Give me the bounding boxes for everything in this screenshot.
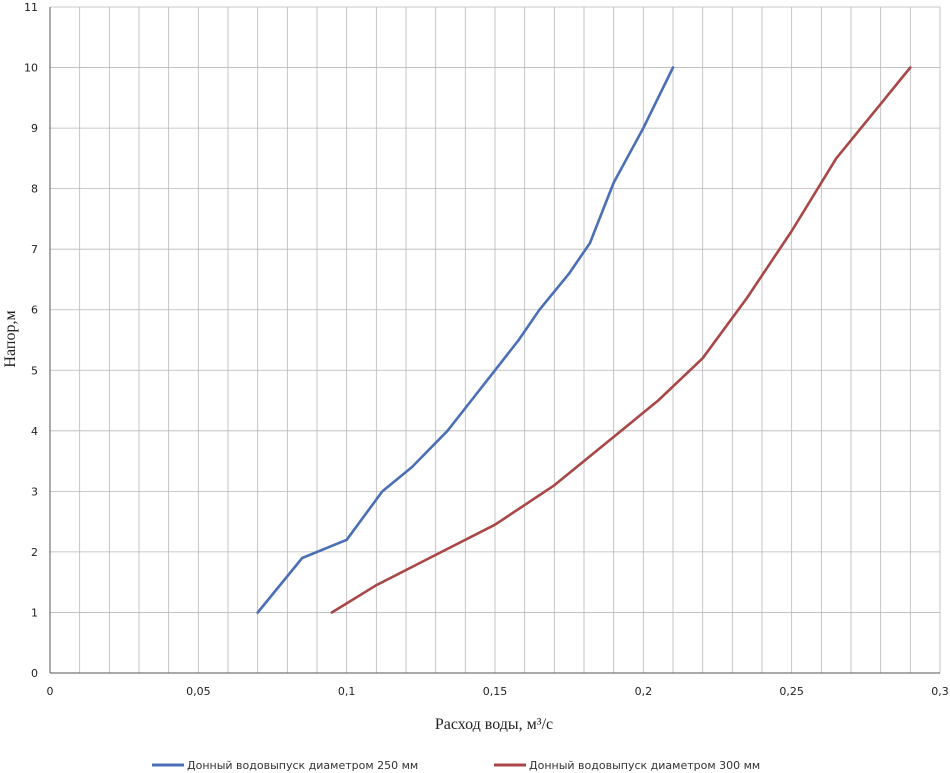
- legend-label-1: Донный водовыпуск диаметром 250 мм: [187, 759, 418, 772]
- y-tick-label: 1: [31, 606, 38, 619]
- y-tick-label: 9: [31, 122, 38, 135]
- series-lines: [256, 66, 912, 614]
- x-tick-label: 0,2: [635, 685, 653, 698]
- y-tick-label: 6: [31, 304, 38, 317]
- axes: [49, 7, 940, 674]
- legend-label-2: Донный водовыпуск диаметром 300 мм: [529, 759, 760, 772]
- x-tick-label: 0,25: [779, 685, 804, 698]
- y-tick-label: 10: [24, 62, 38, 75]
- x-axis-label: Расход воды, м³/с: [435, 716, 553, 733]
- y-tick-label: 4: [31, 425, 38, 438]
- y-tick-label: 8: [31, 183, 38, 196]
- y-tick-label: 7: [31, 243, 38, 256]
- x-tick-labels: 0 0,05 0,1 0,15 0,2 0,25 0,3: [47, 685, 949, 698]
- x-tick-label: 0,05: [186, 685, 211, 698]
- x-tick-label: 0,1: [338, 685, 356, 698]
- series-line-1: [256, 66, 675, 614]
- y-tick-label: 0: [31, 667, 38, 680]
- grid: [49, 6, 941, 674]
- y-tick-labels: 0 1 2 3 4 5 6 7 8 9 10 11: [24, 1, 38, 680]
- y-axis-label: Напор,м: [2, 310, 19, 367]
- y-tick-label: 3: [31, 485, 38, 498]
- x-tick-label: 0,3: [931, 685, 949, 698]
- y-tick-label: 11: [24, 1, 38, 14]
- x-tick-label: 0,15: [483, 685, 508, 698]
- x-tick-label: 0: [47, 685, 54, 698]
- y-tick-label: 5: [31, 364, 38, 377]
- y-tick-label: 2: [31, 546, 38, 559]
- legend: Донный водовыпуск диаметром 250 мм Донный…: [152, 759, 760, 772]
- series-line-2: [330, 66, 912, 614]
